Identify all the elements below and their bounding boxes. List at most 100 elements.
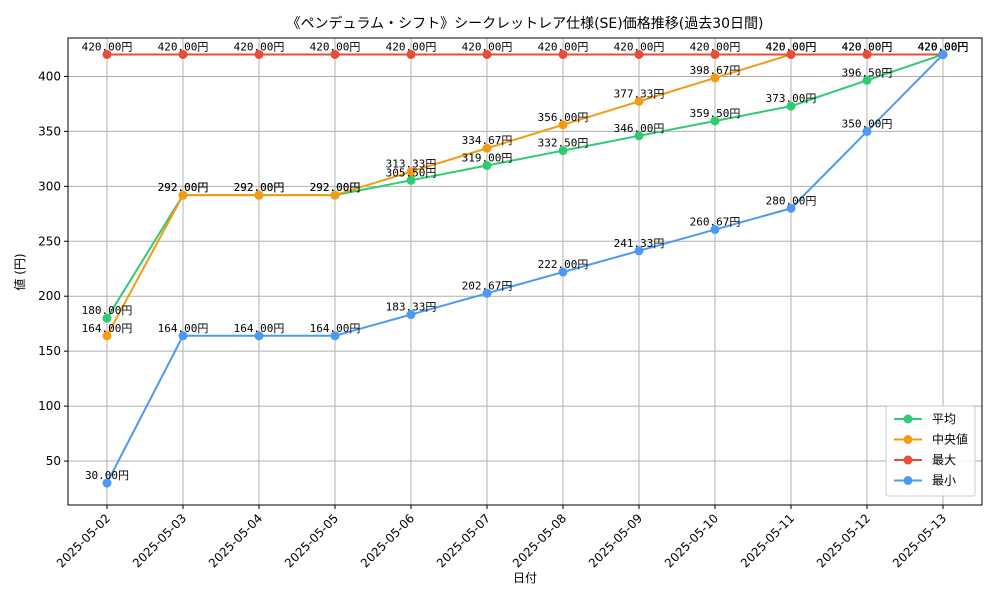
x-tick-label: 2025-05-07 xyxy=(434,511,493,570)
legend-marker xyxy=(903,435,913,444)
data-label: 420.00円 xyxy=(462,40,513,53)
series-1 xyxy=(102,49,948,341)
data-label: 356.00円 xyxy=(538,111,589,124)
data-point xyxy=(710,49,720,59)
data-point xyxy=(558,267,568,277)
data-point xyxy=(406,49,416,59)
legend-item: 最大 xyxy=(894,453,956,467)
data-label: 396.50円 xyxy=(842,66,893,79)
data-point xyxy=(558,146,568,156)
data-label: 164.00円 xyxy=(310,322,361,335)
chart-title: 《ペンデュラム・シフト》シークレットレア仕様(SE)価格推移(過去30日間) xyxy=(287,15,764,32)
x-tick-label: 2025-05-06 xyxy=(358,511,417,570)
x-tick-label: 2025-05-05 xyxy=(282,511,341,570)
y-tick-label: 100 xyxy=(38,399,61,413)
x-tick-label: 2025-05-10 xyxy=(662,511,721,570)
data-label: 313.33円 xyxy=(386,158,437,171)
data-label: 377.33円 xyxy=(614,87,665,100)
data-label: 420.00円 xyxy=(842,40,893,53)
data-label: 420.00円 xyxy=(538,40,589,53)
data-label: 420.00円 xyxy=(158,40,209,53)
data-label: 420.00円 xyxy=(918,40,969,53)
data-point xyxy=(786,203,796,213)
y-tick-label: 400 xyxy=(38,69,61,83)
data-point xyxy=(558,120,568,130)
data-point xyxy=(178,49,188,59)
data-point xyxy=(102,49,112,59)
data-point xyxy=(558,49,568,59)
data-point xyxy=(862,126,872,136)
data-label: 420.00円 xyxy=(918,40,969,53)
data-label: 180.00円 xyxy=(82,304,133,317)
data-label: 420.00円 xyxy=(918,40,969,53)
data-label: 260.67円 xyxy=(690,216,741,229)
data-point xyxy=(178,190,188,200)
x-tick-label: 2025-05-02 xyxy=(54,511,113,570)
data-point xyxy=(710,225,720,235)
y-axis-title: 値 (円) xyxy=(12,253,27,290)
data-point xyxy=(254,331,264,341)
data-label: 319.00円 xyxy=(462,151,513,164)
legend-label: 最小 xyxy=(932,474,956,488)
data-point xyxy=(178,331,188,341)
legend-item: 最小 xyxy=(894,474,956,488)
y-axis-ticks: 50 100 150 200 250 300 350 400 xyxy=(38,69,68,468)
data-label: 420.00円 xyxy=(234,40,285,53)
data-point xyxy=(482,288,492,298)
data-label: 222.00円 xyxy=(538,258,589,271)
x-tick-label: 2025-05-04 xyxy=(206,511,265,570)
y-tick-label: 200 xyxy=(38,289,61,303)
legend-marker xyxy=(903,414,913,424)
data-point xyxy=(406,175,416,185)
series-2 xyxy=(102,49,948,59)
data-label: 280.00円 xyxy=(766,194,817,207)
data-point xyxy=(330,331,340,341)
x-tick-label: 2025-05-12 xyxy=(814,511,873,570)
series-3 xyxy=(102,49,948,488)
data-label: 332.50円 xyxy=(538,137,589,150)
data-point xyxy=(786,101,796,111)
x-axis-title: 日付 xyxy=(513,571,537,585)
data-point xyxy=(710,116,720,126)
data-point xyxy=(102,478,112,488)
data-label: 164.00円 xyxy=(234,322,285,335)
legend-label: 中央値 xyxy=(932,432,968,447)
data-label: 292.00円 xyxy=(158,181,209,194)
y-tick-label: 300 xyxy=(38,179,61,193)
data-label: 292.00円 xyxy=(234,181,285,194)
data-point xyxy=(102,313,112,323)
data-point xyxy=(938,49,948,59)
legend-item: 中央値 xyxy=(894,432,968,447)
x-tick-label: 2025-05-08 xyxy=(510,511,569,570)
data-label: 420.00円 xyxy=(842,40,893,53)
plot-frame xyxy=(67,37,983,506)
data-point xyxy=(634,246,644,256)
data-label: 334.67円 xyxy=(462,134,513,147)
data-label: 241.33円 xyxy=(614,237,665,250)
data-label: 30.00円 xyxy=(85,469,129,482)
legend-item: 平均 xyxy=(894,412,956,426)
data-point xyxy=(254,190,264,200)
x-axis-ticks: 2025-05-02 2025-05-03 2025-05-04 2025-05-05… xyxy=(54,505,949,570)
data-label: 359.50円 xyxy=(690,107,741,120)
data-point xyxy=(102,331,112,341)
data-label: 420.00円 xyxy=(766,40,817,53)
data-label: 164.00円 xyxy=(158,322,209,335)
data-point xyxy=(482,49,492,59)
data-point xyxy=(482,160,492,170)
data-point xyxy=(634,96,644,106)
data-label: 398.67円 xyxy=(690,64,741,77)
data-point xyxy=(482,143,492,153)
data-point xyxy=(330,49,340,59)
data-label: 346.00円 xyxy=(614,122,665,135)
data-label: 420.00円 xyxy=(614,40,665,53)
data-point xyxy=(862,49,872,59)
data-label: 420.00円 xyxy=(310,40,361,53)
series-line xyxy=(106,53,944,484)
series-layer xyxy=(102,49,948,488)
data-point xyxy=(634,49,644,59)
data-point xyxy=(634,131,644,141)
data-point xyxy=(330,190,340,200)
data-label: 420.00円 xyxy=(82,40,133,53)
